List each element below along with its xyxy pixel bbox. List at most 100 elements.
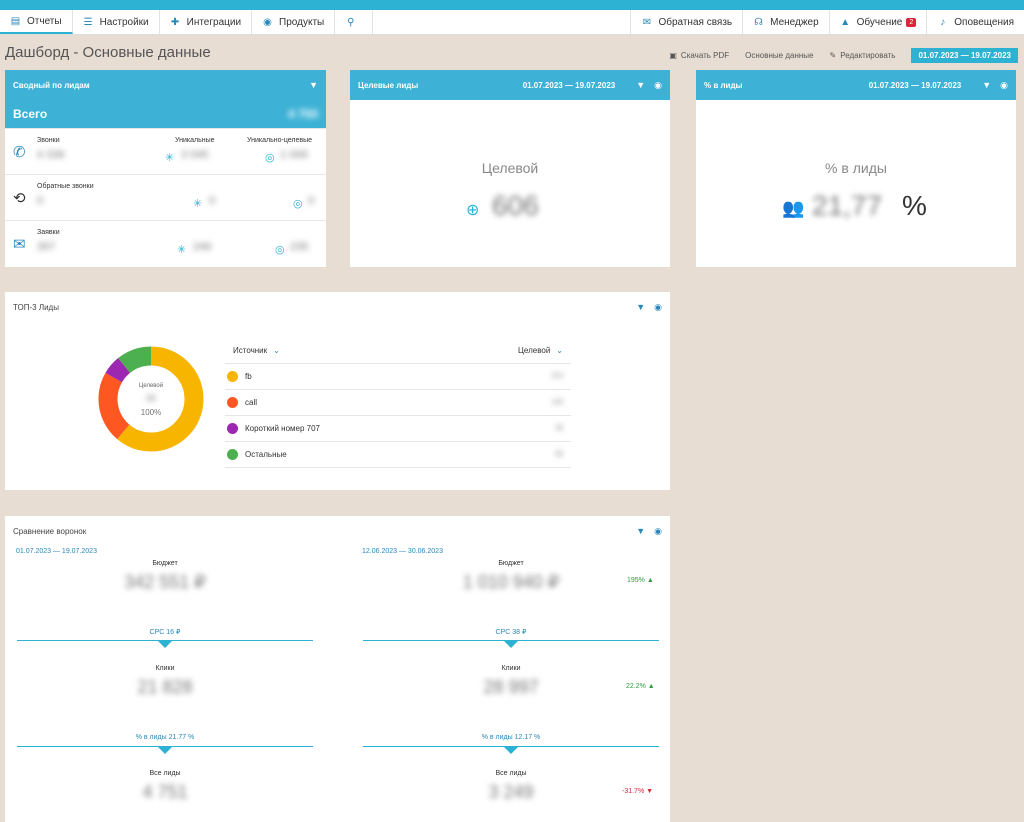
- nav-notifications[interactable]: ♪ Оповещения: [926, 10, 1024, 34]
- download-pdf-button[interactable]: ▣ Скачать PDF: [669, 51, 730, 60]
- filter-icon[interactable]: ▼: [982, 80, 992, 90]
- legend-row: Остальные 66: [225, 442, 571, 468]
- donut-slice-1: [98, 346, 204, 452]
- funnel-right-budget: 1 010 940 ₽: [462, 572, 560, 592]
- nav-products[interactable]: ◉ Продукты: [252, 10, 336, 34]
- target-value: 606: [492, 190, 539, 221]
- search-icon: ⚲: [347, 16, 355, 28]
- legend-row: call 134: [225, 390, 571, 416]
- nav-learning[interactable]: ▲ Обучение 2: [828, 10, 927, 34]
- eye-icon[interactable]: ◉: [654, 525, 662, 536]
- target-icon: ◎: [293, 198, 303, 210]
- clipboard-icon: ▤: [10, 15, 21, 27]
- percent-label: % в лиды: [825, 160, 887, 176]
- funnel-left-budget: 342 551 ₽: [124, 572, 206, 592]
- percent-leads-card: % в лиды 01.07.2023 — 19.07.2023 ▼ ◉ % в…: [696, 70, 1016, 267]
- target-column-sort[interactable]: Целевой ⌄: [518, 346, 563, 355]
- legend-color-dot: [227, 397, 238, 408]
- donut-center-percent: 100%: [140, 408, 162, 417]
- filter-icon[interactable]: ▼: [636, 80, 646, 90]
- funnel-right-leads: 3 249: [488, 782, 534, 802]
- nav-search[interactable]: ⚲: [335, 10, 374, 34]
- summary-row-callbacks: ⟲ Обратные звонки 0 ✳ 0 ◎ 0: [5, 174, 326, 220]
- legend-color-dot: [227, 423, 238, 434]
- funnel-header: Сравнение воронок ▼ ◉: [13, 525, 662, 537]
- donut-center-value: 88: [146, 394, 156, 403]
- chevron-down-icon: ⌄: [556, 346, 563, 355]
- legend-value: 370: [551, 373, 563, 380]
- funnel-left-conv: % в лиды 21.77 %: [135, 734, 195, 741]
- funnel-right-cpc: CPC 38 ₽: [495, 629, 527, 636]
- crosshair-icon: ⊕: [466, 202, 480, 219]
- top-navbar: ▤ Отчеты ☰ Настройки ✚ Интеграции ◉ Продукты…: [0, 10, 1024, 35]
- main-data-button[interactable]: Основные данные: [745, 51, 814, 60]
- pdf-icon: ▣: [669, 51, 677, 60]
- top-accent-strip: [0, 0, 1024, 10]
- nav-reports[interactable]: ▤ Отчеты: [0, 10, 73, 34]
- funnel-right-conv: % в лиды 12.17 %: [481, 734, 541, 741]
- percent-leads-header: % в лиды 01.07.2023 — 19.07.2023 ▼ ◉: [696, 70, 1016, 100]
- sliders-icon: ☰: [83, 16, 93, 28]
- page-actions: ▣ Скачать PDF Основные данные ✎ Редактиров…: [669, 48, 1018, 63]
- asterisk-icon: ✳: [193, 198, 203, 210]
- callback-icon: ⟲: [13, 190, 26, 207]
- legend-value: 36: [555, 425, 563, 432]
- users-icon: 👥: [782, 198, 805, 218]
- date-range-picker[interactable]: 01.07.2023 — 19.07.2023: [911, 48, 1018, 63]
- bell-icon: ♪: [940, 16, 946, 28]
- top3-donut-chart: [98, 346, 204, 452]
- target-leads-header: Целевые лиды 01.07.2023 — 19.07.2023 ▼ ◉: [350, 70, 670, 100]
- funnel-comparison-card: Сравнение воронок ▼ ◉ 01.07.2023 — 19.07…: [5, 516, 670, 822]
- summary-card-header: Сводный по лидам ▼: [5, 70, 326, 100]
- legend-color-dot: [227, 449, 238, 460]
- nav-integrations[interactable]: ✚ Интеграции: [160, 10, 253, 34]
- percent-suffix: %: [902, 190, 927, 221]
- edit-button[interactable]: ✎ Редактировать: [829, 51, 896, 60]
- source-column-sort[interactable]: Источник ⌄: [233, 346, 280, 355]
- chat-icon: ✉: [642, 16, 652, 28]
- page-title: Дашборд - Основные данные: [5, 44, 211, 61]
- funnel-arrow: [504, 641, 518, 648]
- summary-leads-card: Сводный по лидам ▼ Всего 4 750 ✆ Звонки …: [5, 70, 326, 267]
- filter-icon[interactable]: ▼: [309, 80, 318, 90]
- summary-row-requests: ✉ Заявки 357 ✳ 246 ◎ 235: [5, 220, 326, 266]
- legend-header: Источник ⌄ Целевой ⌄: [225, 338, 571, 364]
- filter-icon[interactable]: ▼: [636, 526, 646, 536]
- target-icon: ◎: [265, 152, 275, 164]
- nav-feedback[interactable]: ✉ Обратная связь: [630, 10, 742, 34]
- graduation-cap-icon: ▲: [840, 16, 851, 28]
- eye-icon[interactable]: ◉: [654, 79, 662, 90]
- target-leads-card: Целевые лиды 01.07.2023 — 19.07.2023 ▼ ◉…: [350, 70, 670, 267]
- filter-icon[interactable]: ▼: [636, 302, 646, 312]
- nav-settings[interactable]: ☰ Настройки: [73, 10, 160, 34]
- funnel-right-clicks: 28 997: [483, 677, 539, 697]
- summary-total-row: Всего 4 750: [5, 100, 326, 128]
- funnel-left-date: 01.07.2023 — 19.07.2023: [16, 548, 97, 555]
- eye-icon[interactable]: ◉: [654, 301, 662, 312]
- donut-center-label: Целевой: [138, 383, 164, 389]
- funnel-leads-change: -31.7% ▼: [622, 788, 654, 795]
- funnel-arrow: [504, 747, 518, 754]
- donut-slice-3: [98, 346, 204, 452]
- envelope-icon: ✉: [13, 236, 26, 253]
- legend-source-name: Короткий номер 707: [245, 424, 320, 433]
- phone-icon: ✆: [13, 144, 26, 161]
- summary-row-calls: ✆ Звонки 4 336 Уникальные ✳ 3 045 Уникал…: [5, 128, 326, 174]
- top3-header: ТОП-3 Лиды ▼ ◉: [13, 301, 662, 313]
- funnel-arrow: [158, 747, 172, 754]
- nav-manager[interactable]: ☊ Менеджер: [742, 10, 829, 34]
- legend-value: 134: [551, 399, 563, 406]
- learning-badge: 2: [906, 17, 917, 27]
- headset-icon: ☊: [754, 16, 764, 28]
- asterisk-icon: ✳: [165, 152, 175, 164]
- funnel-clicks-change: 22.2% ▲: [626, 683, 655, 690]
- legend-source-name: Остальные: [245, 450, 287, 459]
- target-label: Целевой: [481, 160, 539, 176]
- target-icon: ◎: [275, 244, 285, 256]
- funnel-budget-change: 195% ▲: [627, 577, 654, 584]
- eye-icon[interactable]: ◉: [1000, 79, 1008, 90]
- summary-total-value: 4 750: [287, 107, 318, 121]
- funnel-right-date: 12.06.2023 — 30.06.2023: [362, 548, 443, 555]
- legend-row: fb 370: [225, 364, 571, 390]
- legend-source-name: fb: [245, 372, 252, 381]
